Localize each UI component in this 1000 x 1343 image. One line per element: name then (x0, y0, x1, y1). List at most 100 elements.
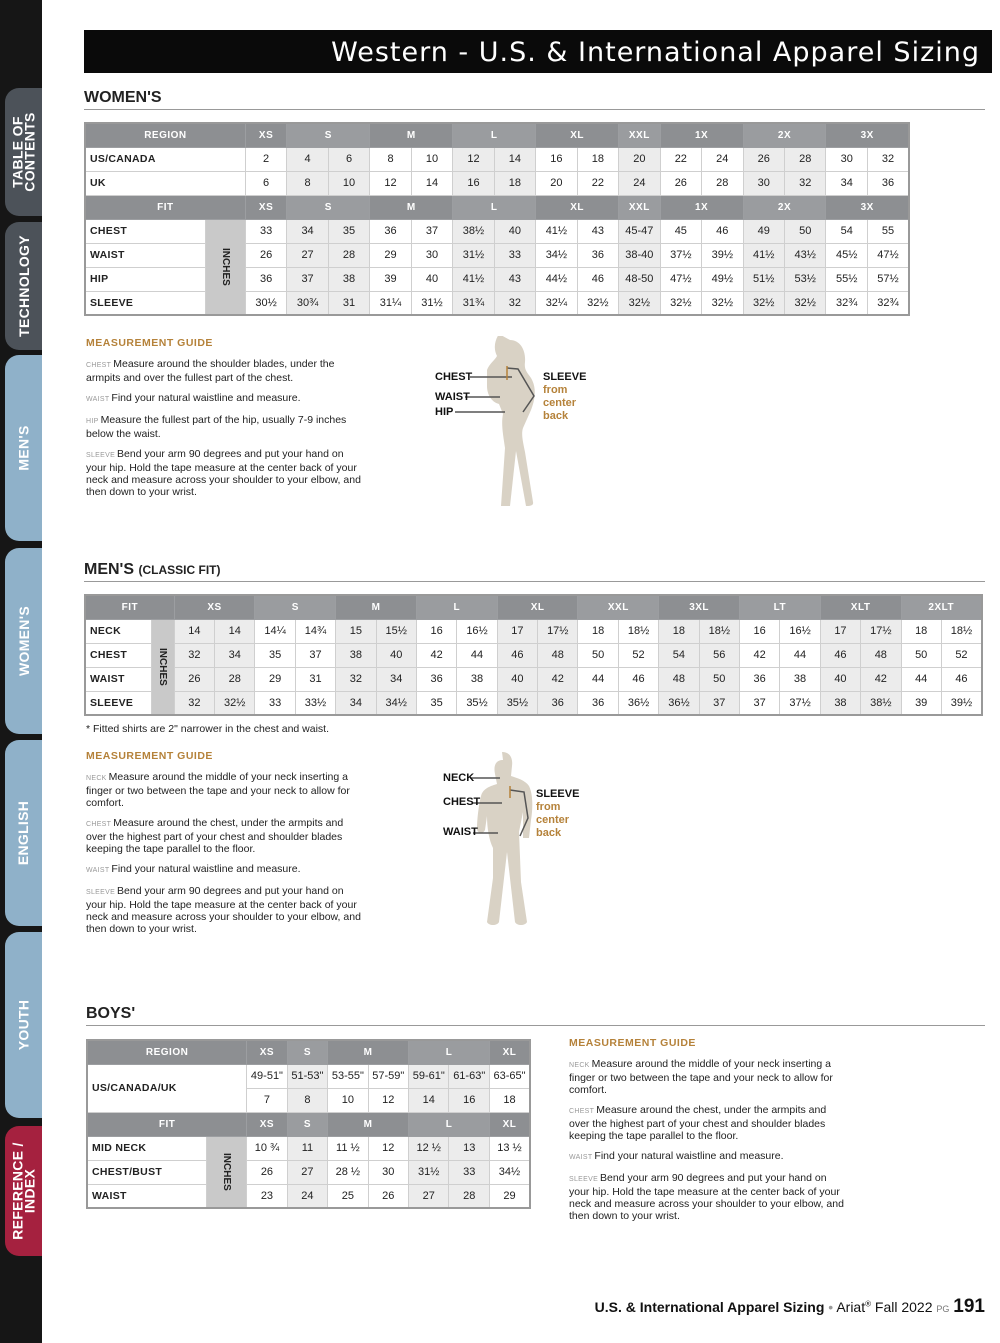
women-heading: WOMEN'S (84, 89, 985, 110)
size-value-cell: 32 (866, 146, 910, 172)
size-value-cell: 17 (496, 618, 539, 644)
size-value-cell: 31¼ (369, 290, 412, 316)
size-group-header: XXL (577, 594, 660, 620)
guide-title: MEASUREMENT GUIDE (86, 337, 213, 349)
size-value-cell: 40 (819, 666, 862, 692)
size-value-cell: 34 (286, 218, 329, 244)
figure-label-hip: HIP (435, 406, 454, 418)
row-label: MID NECK (86, 1135, 208, 1161)
size-value-cell: 24 (701, 146, 744, 172)
size-value-cell: 16½ (779, 618, 821, 644)
boys-heading-text: BOYS' (86, 1005, 136, 1022)
sidebar-tab-reference-index[interactable]: REFERENCE / INDEX (5, 1126, 42, 1256)
row-label: WAIST (84, 666, 152, 692)
fit-row-chest-bust: CHEST/BUST 26 27 28 ½ 30 31½ 33 34½ (86, 1159, 531, 1185)
size-value-cell: 11 ½ (327, 1135, 369, 1161)
column-header-label: REGION (86, 1039, 248, 1065)
size-value-cell: 15 (335, 618, 377, 644)
size-group-header: XS (173, 594, 256, 620)
row-label: SLEEVE (84, 690, 152, 716)
size-value-cell: 6 (327, 146, 371, 172)
size-value-cell: 22 (576, 170, 620, 196)
size-group-header: 2X (742, 122, 827, 148)
size-value-cell: 37 (698, 690, 740, 716)
guide-text: Find your natural waistline and measure. (594, 1150, 784, 1162)
header-row: FIT XS S M L XL XXL 3XL LT XLT 2XLT (84, 594, 983, 620)
sidebar-tab-women-s[interactable]: WOMEN'S (5, 548, 42, 734)
guide-term: HIP (86, 418, 99, 425)
size-group-header: M (369, 194, 454, 220)
size-group-header: XL (488, 1039, 531, 1065)
size-value-cell: 16 (452, 170, 495, 196)
size-value-cell: 33 (244, 218, 288, 244)
column-header-label: FIT (84, 194, 246, 220)
size-value-cell: 37½ (659, 242, 703, 268)
sidebar-tab-youth[interactable]: YOUTH (5, 932, 42, 1118)
size-value-cell: 36½ (617, 690, 660, 716)
fit-row-sleeve: SLEEVE 30½ 30¾ 31 31¼ 31½ 31¾ 32 32¼ 32½ 32½ 32½ 32½… (84, 290, 910, 316)
size-group-header: 3X (825, 122, 910, 148)
guide-item-sleeve: SLEEVE Bend your arm 90 degrees and put y… (86, 885, 366, 935)
boys-heading: BOYS' (86, 1005, 985, 1026)
row-label: CHEST (84, 218, 206, 244)
sidebar-tab-label: WOMEN'S (15, 606, 32, 676)
size-value-cell: 10 (410, 146, 454, 172)
sidebar-tab-technology[interactable]: TECHNOLOGY (5, 222, 42, 350)
size-value-cell: 24 (286, 1183, 329, 1209)
size-value-cell: 46 (617, 666, 660, 692)
size-value-cell: 32½ (659, 290, 703, 316)
size-value-cell: 6 (244, 170, 288, 196)
guide-title: MEASUREMENT GUIDE (569, 1037, 696, 1049)
sidebar-tab-label: YOUTH (15, 999, 32, 1051)
size-group-header: M (335, 594, 417, 620)
size-value-cell: 12 (367, 1135, 410, 1161)
size-value-cell: 31¾ (452, 290, 495, 316)
size-value-cell: 24 (618, 170, 661, 196)
size-value-cell: 12 (367, 1087, 410, 1113)
size-value-cell: 40 (375, 642, 417, 668)
size-value-cell: 36 (866, 170, 910, 196)
size-value-cell: 30½ (244, 290, 288, 316)
size-value-cell: 16 (415, 618, 458, 644)
men-size-table: FIT XS S M L XL XXL 3XL LT XLT 2XLT NECK INCHES 14 14 1… (84, 594, 983, 716)
size-value-cell: 18½ (617, 618, 660, 644)
size-value-cell: 63-65" (488, 1063, 531, 1089)
size-value-cell: 46 (496, 642, 539, 668)
page-footer: U.S. & International Apparel Sizing • Ar… (595, 1296, 985, 1318)
size-value-cell: 25 (327, 1183, 369, 1209)
size-value-cell: 34 (375, 666, 417, 692)
size-value-cell: 46 (940, 666, 983, 692)
size-value-cell: 47½ (659, 266, 703, 292)
size-value-cell: 31 (294, 666, 337, 692)
sidebar-tab-english[interactable]: ENGLISH (5, 740, 42, 926)
size-value-cell: 47½ (866, 242, 910, 268)
fit-row-neck: NECK INCHES 14 14 14¼ 14¾ 15 15½ 16 16½ 17 17½ 18 18½… (84, 618, 983, 716)
size-value-cell: 29 (369, 242, 412, 268)
sidebar-tab-table-of-contents[interactable]: TABLE OF CONTENTS (5, 88, 42, 216)
size-value-cell: 18 (658, 618, 700, 644)
region-row: US/CANADA 2 4 6 8 10 12 14 16 18 20 22 24 26 28 30 32 (84, 146, 910, 172)
region-row: UK 6 8 10 12 14 16 18 20 22 24 26 28 30 32 34 36 (84, 170, 910, 196)
size-value-cell: 28 (783, 146, 827, 172)
size-group-header: L (408, 1039, 490, 1065)
size-value-cell: 43 (576, 218, 620, 244)
guide-text: Measure around the middle of your neck i… (86, 771, 350, 809)
size-value-cell: 52 (617, 642, 660, 668)
boys-measurement-guide: MEASUREMENT GUIDE NECK Measure around the … (569, 1037, 849, 1230)
size-value-cell: 10 ¾ (246, 1135, 288, 1161)
size-value-cell: 14 (493, 146, 537, 172)
sidebar-tab-label: MEN'S (15, 425, 32, 471)
guide-text: Measure around the chest, under the armp… (569, 1104, 827, 1142)
size-value-cell: 42 (537, 666, 579, 692)
size-value-cell: 14 (214, 618, 256, 644)
guide-term: WAIST (86, 867, 110, 874)
size-value-cell: 53½ (783, 266, 827, 292)
size-group-header: 2X (742, 194, 827, 220)
sidebar-tab-men-s[interactable]: MEN'S (5, 355, 42, 541)
size-value-cell: 28 (214, 666, 256, 692)
row-label: WAIST (84, 242, 206, 268)
size-value-cell: 41½ (535, 218, 578, 244)
size-value-cell: 50 (698, 666, 740, 692)
size-value-cell: 38 (327, 266, 371, 292)
size-value-cell: 18½ (698, 618, 740, 644)
